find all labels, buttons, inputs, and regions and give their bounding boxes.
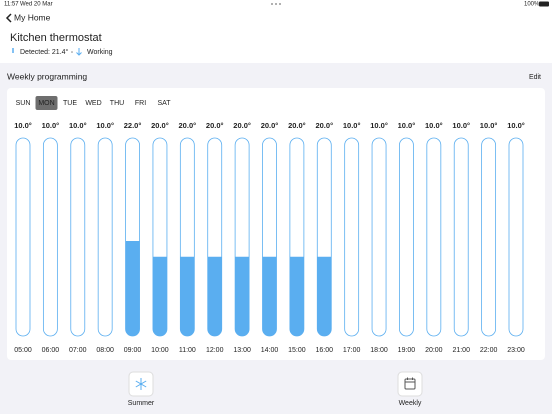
separator-dot xyxy=(71,51,73,53)
x-tick-label: 13:00 xyxy=(233,347,251,354)
bar-track xyxy=(15,137,31,337)
status-dots xyxy=(271,3,281,5)
x-tick-label: 10:00 xyxy=(151,347,169,354)
summer-label[interactable]: Summer xyxy=(128,400,155,407)
section-title: Weekly programming xyxy=(7,71,87,81)
day-tabs: SUN MON TUE WED THU FRI SAT xyxy=(16,96,171,110)
x-tick-label: 15:00 xyxy=(288,347,306,354)
bar-track xyxy=(371,137,387,337)
x-tick-label: 09:00 xyxy=(124,347,142,354)
bar-track xyxy=(97,137,113,337)
detected-temp: Detected: 21.4° xyxy=(20,48,69,56)
x-tick-label: 06:00 xyxy=(42,347,60,354)
value-label: 20.0° xyxy=(151,121,169,130)
value-label: 10.0° xyxy=(343,121,361,130)
value-label: 20.0° xyxy=(206,121,224,130)
bar-fill xyxy=(152,256,167,337)
weekly-button[interactable]: Weekly xyxy=(397,371,423,407)
bar-track xyxy=(42,137,58,337)
bar-track xyxy=(426,137,442,337)
day-tab[interactable]: MON xyxy=(38,100,54,107)
value-label: 10.0° xyxy=(96,121,114,130)
summer-button[interactable]: Summer xyxy=(128,371,155,407)
value-label: 20.0° xyxy=(261,121,279,130)
value-label: 10.0° xyxy=(69,121,87,130)
x-tick-label: 07:00 xyxy=(69,347,87,354)
value-label: 20.0° xyxy=(288,121,306,130)
x-tick-label: 11:00 xyxy=(179,347,196,354)
x-tick-label: 08:00 xyxy=(96,347,114,354)
x-tick-label: 21:00 xyxy=(452,347,470,354)
value-label: 10.0° xyxy=(42,121,60,130)
value-label: 10.0° xyxy=(14,121,32,130)
x-tick-label: 12:00 xyxy=(206,347,224,354)
bar-fill xyxy=(207,256,222,337)
x-tick-label: 17:00 xyxy=(343,347,361,354)
x-tick-label: 23:00 xyxy=(507,347,525,354)
value-label: 10.0° xyxy=(452,121,470,130)
value-label: 10.0° xyxy=(507,121,525,130)
weekly-icon-box[interactable] xyxy=(397,371,423,397)
weekly-label[interactable]: Weekly xyxy=(399,400,422,407)
bar-fill xyxy=(262,256,277,337)
value-label: 10.0° xyxy=(480,121,498,130)
value-label: 10.0° xyxy=(398,121,416,130)
calendar-icon xyxy=(404,377,416,390)
day-tab[interactable]: TUE xyxy=(63,100,77,107)
bar-track xyxy=(70,137,86,337)
x-tick-label: 18:00 xyxy=(370,347,388,354)
bar-fill xyxy=(289,256,304,337)
day-tab[interactable]: WED xyxy=(85,100,101,107)
value-label: 10.0° xyxy=(370,121,388,130)
arrow-icon xyxy=(76,48,82,56)
bar-fill xyxy=(317,256,332,337)
device-title: Kitchen thermostat xyxy=(10,32,102,44)
bar-track xyxy=(453,137,469,337)
device-status: Working xyxy=(87,49,113,56)
battery-icon xyxy=(539,1,549,7)
day-tab[interactable]: SAT xyxy=(157,100,171,107)
back-label[interactable]: My Home xyxy=(14,12,51,22)
value-label: 20.0° xyxy=(315,121,333,130)
bar-track xyxy=(399,137,414,337)
value-label: 10.0° xyxy=(425,121,443,130)
x-tick-label: 05:00 xyxy=(14,347,32,354)
bar-track xyxy=(481,137,497,337)
x-tick-label: 14:00 xyxy=(261,347,279,354)
x-tick-label: 16:00 xyxy=(316,347,334,354)
bar-track xyxy=(508,137,524,337)
day-tab[interactable]: FRI xyxy=(135,100,146,107)
back-button[interactable]: My Home xyxy=(5,12,51,23)
day-tab[interactable]: SUN xyxy=(16,100,31,107)
x-tick-label: 19:00 xyxy=(398,347,416,354)
value-label: 22.0° xyxy=(124,121,142,130)
back-chevron xyxy=(5,13,12,23)
x-tick-label: 22:00 xyxy=(480,347,498,354)
snowflake-icon xyxy=(135,378,147,390)
edit-link[interactable]: Edit xyxy=(529,74,541,81)
status-date: Wed 20 Mar xyxy=(20,2,53,8)
day-tab-selected[interactable] xyxy=(35,96,58,110)
battery-label: 100% xyxy=(524,2,540,8)
bar-fill xyxy=(125,240,140,337)
value-label: 20.0° xyxy=(179,121,197,130)
chart: 10.0° 05:00 10.0° 06:00 10.0° 07:00 10.0° 08:00… xyxy=(14,121,525,354)
value-label: 20.0° xyxy=(233,121,251,130)
status-time: 11:57 xyxy=(4,2,19,8)
x-tick-label: 20:00 xyxy=(425,347,443,354)
bar-fill xyxy=(180,256,195,337)
bar-fill xyxy=(235,256,250,337)
day-tab[interactable]: THU xyxy=(110,100,124,107)
bar-track xyxy=(344,137,360,337)
